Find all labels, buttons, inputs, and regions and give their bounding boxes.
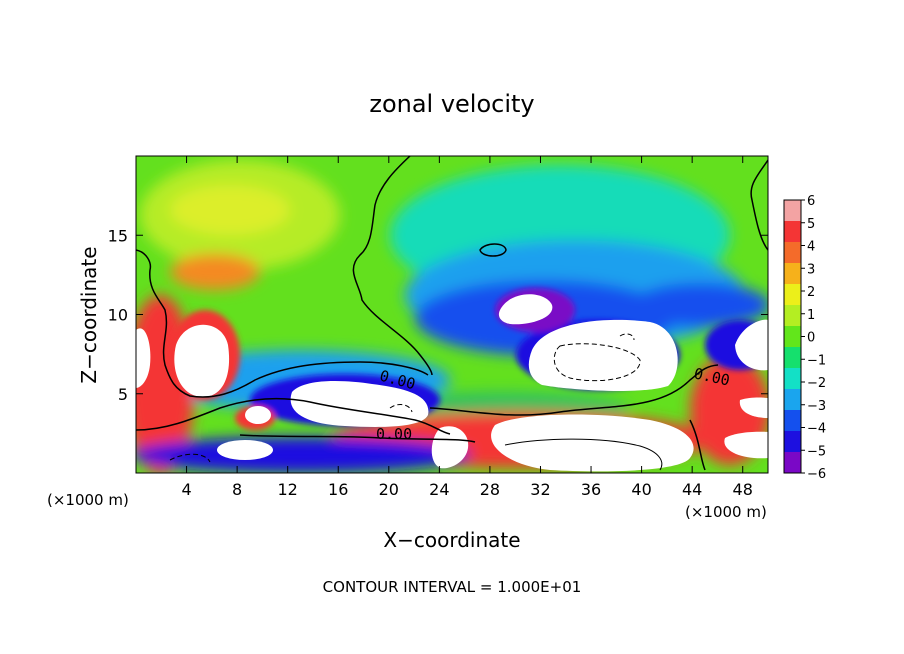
colorbar-swatch — [784, 242, 801, 264]
colorbar-swatch — [784, 368, 801, 390]
colorbar-tick-label: 2 — [807, 285, 815, 300]
x-tick-label: 48 — [733, 480, 753, 499]
colorbar-swatch — [784, 284, 801, 306]
colorbar-tick-label: −3 — [807, 399, 826, 414]
x-tick-label: 24 — [429, 480, 449, 499]
colorbar-swatch — [784, 410, 801, 432]
colorbar-swatch — [784, 263, 801, 285]
y-axis-ticks: 5 10 15 — [108, 226, 768, 404]
x-tick-label: 8 — [232, 480, 242, 499]
colorbar-tick-label: 4 — [807, 240, 815, 255]
colorbar-swatch — [784, 452, 801, 474]
x-tick-label: 4 — [181, 480, 191, 499]
x-unit-left: (×1000 m) — [47, 491, 129, 509]
colorbar-swatch — [784, 431, 801, 453]
x-axis-ticks: 4 8 12 16 20 24 28 32 36 40 44 48 — [181, 156, 753, 499]
colorbar-tick-label: 5 — [807, 217, 815, 232]
x-tick-label: 32 — [530, 480, 550, 499]
contour-interval-footer: CONTOUR INTERVAL = 1.000E+01 — [323, 578, 582, 596]
x-tick-label: 12 — [278, 480, 298, 499]
colorbar-tick-label: 0 — [807, 331, 815, 346]
colorbar: 6 5 4 3 2 1 0 −1 −2 −3 −4 −5 −6 — [783, 194, 826, 482]
x-tick-label: 16 — [328, 480, 348, 499]
x-axis-label: X−coordinate — [383, 528, 520, 552]
colorbar-tick-label: 3 — [807, 262, 815, 277]
x-unit-right: (×1000 m) — [685, 503, 767, 521]
colorbar-tick-label: −1 — [807, 353, 826, 368]
x-tick-label: 20 — [379, 480, 399, 499]
y-axis-label: Z−coordinate — [77, 246, 101, 383]
contour-lines — [136, 156, 768, 471]
heatmap-field — [136, 156, 768, 473]
colorbar-swatch — [784, 347, 801, 369]
colorbar-tick-label: 6 — [807, 194, 815, 209]
colorbar-tick-label: −2 — [807, 376, 826, 391]
x-tick-label: 28 — [480, 480, 500, 499]
contour-label: 0.00 — [376, 425, 412, 443]
colorbar-swatch — [784, 221, 801, 243]
colorbar-tick-label: −5 — [807, 444, 826, 459]
x-tick-label: 36 — [581, 480, 601, 499]
colorbar-swatch — [784, 389, 801, 411]
y-tick-label: 15 — [108, 226, 128, 245]
colorbar-tick-label: −4 — [807, 422, 826, 437]
y-tick-label: 10 — [108, 306, 128, 325]
x-tick-label: 44 — [682, 480, 702, 499]
y-tick-label: 5 — [118, 385, 128, 404]
colorbar-swatch — [784, 305, 801, 327]
colorbar-tick-label: 1 — [807, 308, 815, 323]
colorbar-tick-label: −6 — [807, 467, 826, 482]
colorbar-swatch — [784, 200, 801, 222]
x-tick-label: 40 — [631, 480, 651, 499]
chart-title: zonal velocity — [369, 90, 534, 118]
colorbar-swatch — [784, 326, 801, 348]
